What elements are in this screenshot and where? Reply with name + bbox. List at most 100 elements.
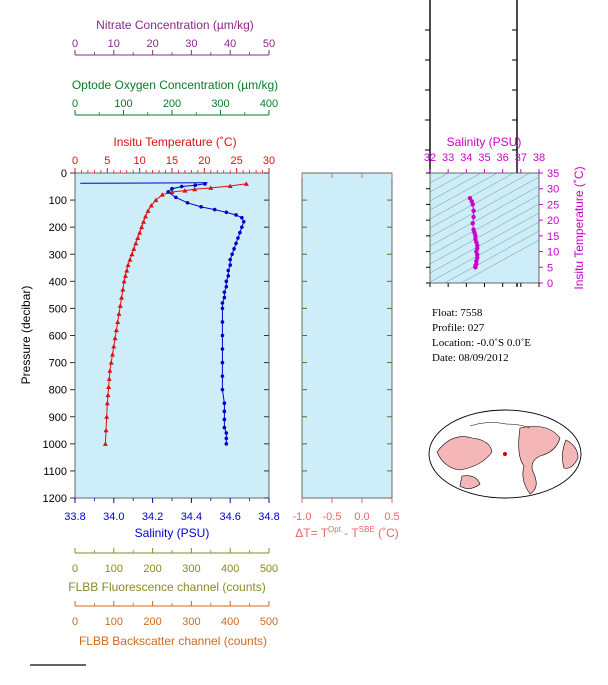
ts-point [473, 265, 478, 270]
flbb-fluorescence-tick-label: 100 [105, 563, 123, 575]
ts-density-contour [444, 230, 539, 283]
temperature-profile-point [227, 183, 233, 188]
ts-density-contour [460, 239, 539, 283]
ts-point [470, 221, 475, 226]
nitrate-tick-label: 0 [72, 38, 78, 50]
ts-temperature-tick-label: 5 [547, 262, 553, 274]
salinity-profile-point [224, 431, 229, 435]
profile-plot-area [74, 172, 270, 499]
ts-temperature-tick-label: 10 [547, 247, 559, 259]
ts-density-contour [430, 173, 531, 229]
salinity-profile-point [185, 200, 190, 205]
temperature-tick-label: 0 [72, 155, 78, 167]
salinity-profile-point [230, 252, 234, 257]
delta-t-tick-label: 0.0 [354, 511, 369, 523]
temperature-profile-point [169, 189, 175, 194]
ts-point [471, 214, 476, 220]
temperature-profile-point [243, 181, 249, 186]
salinity-profile-point [222, 409, 227, 414]
location: Location: -0.0˚S 0.0˚E [432, 337, 531, 349]
ts-salinity-tick-label: 33 [442, 152, 454, 164]
oxygen-tick-label: 400 [260, 98, 278, 110]
salinity-tick-label: 34.0 [103, 511, 124, 523]
ts-temperature-tick-label: 0 [547, 278, 553, 290]
flbb-fluorescence-tick-label: 300 [182, 563, 200, 575]
ts-density-contour [430, 173, 498, 211]
temperature-profile-point [106, 384, 112, 389]
world-map [428, 409, 582, 499]
ts-point [470, 202, 475, 207]
temperature-tick-label: 10 [134, 155, 146, 167]
nitrate-tick-label: 10 [108, 38, 120, 50]
salinity-profile-point [226, 268, 231, 273]
oxygen-tick-label: 0 [72, 98, 78, 110]
ts-temperature-axis: 0 5 10 15 20 25 30 35 [426, 168, 559, 290]
nitrate-tick-label: 20 [146, 38, 158, 50]
temperature-profile-point [124, 268, 130, 273]
nitrate-tick-label: 50 [263, 38, 275, 50]
nitrate-axis: Nitrate Concentration (µm/kg) 0 10 20 30 40 5… [72, 18, 275, 56]
delta-t-tick-label: 0.5 [384, 511, 399, 523]
ts-salinity-axis-title: Salinity (PSU) [447, 135, 522, 149]
temperature-profile-point [135, 235, 141, 240]
temperature-tick-label: 5 [104, 155, 110, 167]
temperature-profile-point [145, 208, 151, 213]
salinity-profile-point [220, 333, 225, 338]
landmass-australia [459, 475, 481, 489]
flbb-backscatter-tick-label: 200 [143, 616, 161, 628]
ts-temperature-tick-label: 35 [547, 168, 559, 180]
temperature-profile-point [113, 327, 119, 333]
float-info: Float: 7558 Profile: 027 Location: -0.0˚… [432, 307, 531, 364]
salinity-profile-line [167, 183, 245, 444]
pressure-axis-title: Pressure (decibar) [19, 286, 33, 385]
pressure-axis: Pressure (decibar) 0 100 200 300 400 500 600 70… [19, 168, 269, 505]
ts-temperature-tick-label: 20 [547, 215, 559, 227]
delta-t-tick-label: -1.0 [293, 511, 312, 523]
salinity-profile-point [220, 301, 225, 305]
salinity-tick-label: 34.8 [258, 511, 279, 523]
footer-mark [30, 664, 86, 666]
ts-density-contour [430, 212, 539, 274]
flbb-backscatter-tick-label: 400 [221, 616, 239, 628]
salinity-profile-point [222, 295, 227, 300]
ts-density-contour [430, 194, 539, 256]
salinity-axis: Salinity (PSU) 33.8 34.0 34.2 34.4 34.6 34.8 [64, 498, 280, 540]
temperature-profile-point [104, 414, 110, 419]
salinity-profile-point [220, 320, 225, 324]
ts-salinity-tick-label: 35 [478, 152, 490, 164]
ts-upper-ticks [425, 29, 517, 151]
ts-plot-area [429, 172, 540, 284]
pressure-tick-label: 400 [49, 276, 67, 288]
nitrate-axis-title: Nitrate Concentration (µm/kg) [96, 18, 254, 32]
flbb-fluorescence-tick-label: 200 [143, 563, 161, 575]
pressure-tick-label: 600 [49, 331, 67, 343]
temperature-axis-title: Insitu Temperature (˚C) [113, 135, 236, 149]
salinity-profile-point [224, 436, 229, 441]
temperature-tick-label: 15 [166, 155, 178, 167]
temperature-profile-point [208, 185, 214, 190]
salinity-profile-point [224, 442, 229, 446]
temperature-profile-point [107, 368, 113, 373]
delta-t-tick-label: -0.5 [323, 511, 342, 523]
salinity-profile-point [228, 263, 232, 267]
temperature-profile-point [182, 188, 188, 193]
pressure-tick-label: 700 [49, 358, 67, 370]
delta-t-plot-area [301, 172, 393, 499]
salinity-profile-point [222, 401, 227, 406]
nitrate-tick-label: 40 [224, 38, 236, 50]
temperature-tick-label: 25 [231, 155, 243, 167]
temperature-profile-point [117, 303, 123, 308]
salinity-profile-point [240, 225, 244, 229]
salinity-profile-point [232, 247, 236, 251]
ts-density-contour [430, 176, 539, 238]
ts-density-contour [430, 221, 539, 283]
temperature-profile-point [122, 273, 128, 278]
temperature-profile-point [111, 343, 117, 349]
temperature-profile-point [153, 197, 159, 203]
salinity-profile-point [224, 284, 229, 289]
temperature-profile-point [120, 286, 126, 292]
ts-temperature-tick-label: 15 [547, 231, 559, 243]
ts-salinity-tick-label: 38 [533, 152, 545, 164]
flbb-backscatter-tick-label: 100 [105, 616, 123, 628]
temperature-profile-point [116, 311, 122, 316]
